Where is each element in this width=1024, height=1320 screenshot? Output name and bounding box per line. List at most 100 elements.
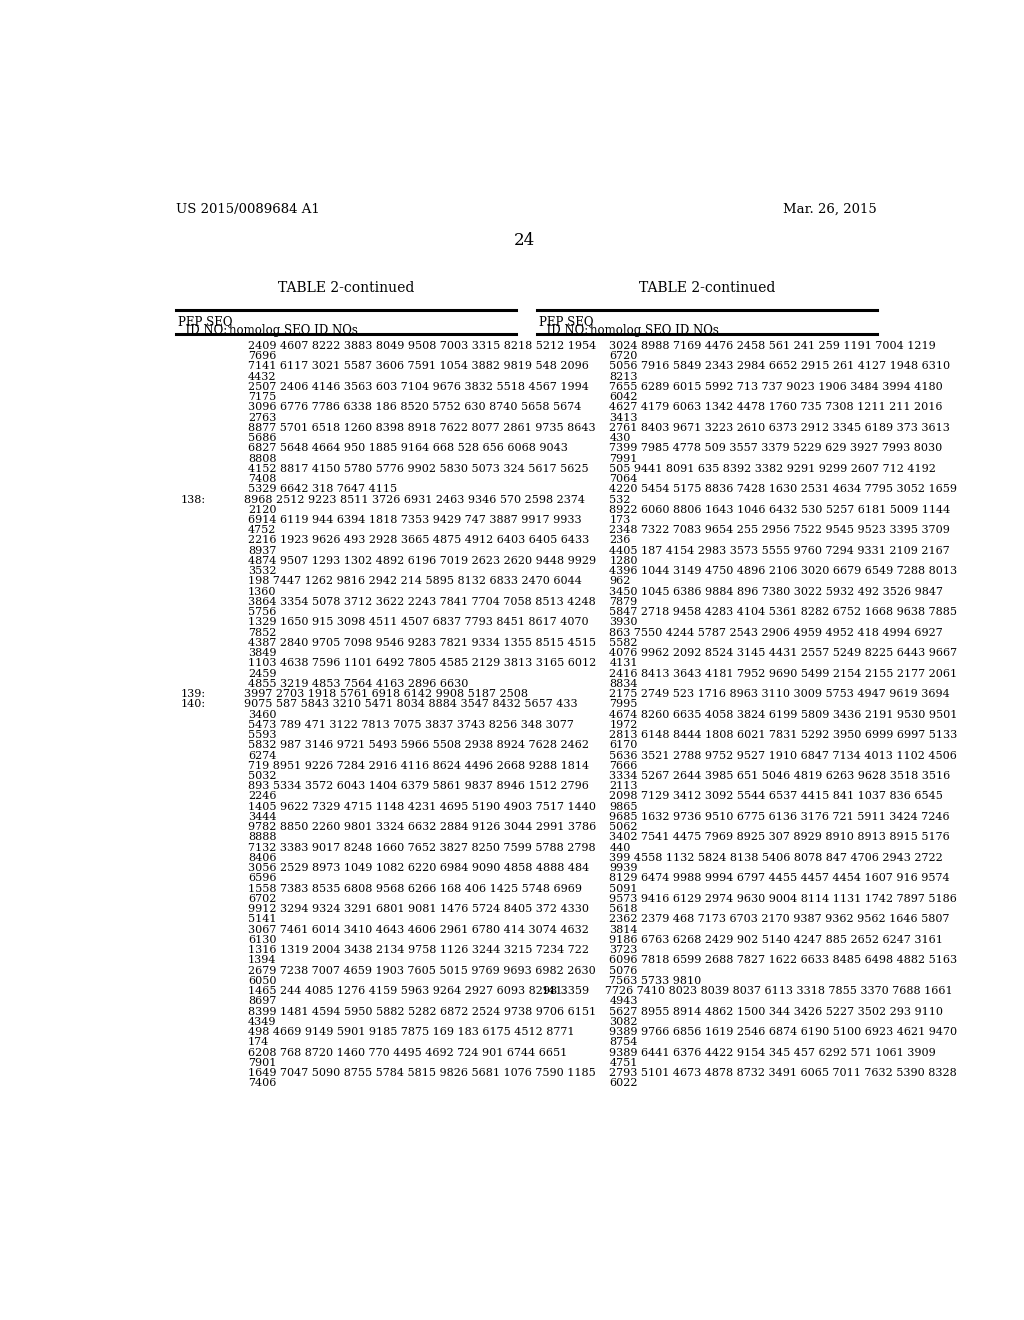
Text: 962: 962 — [609, 577, 631, 586]
Text: 6170: 6170 — [609, 741, 638, 750]
Text: 7666: 7666 — [609, 760, 638, 771]
Text: US 2015/0089684 A1: US 2015/0089684 A1 — [176, 203, 319, 216]
Text: 24: 24 — [514, 231, 536, 248]
Text: 863 7550 4244 5787 2543 2906 4959 4952 418 4994 6927: 863 7550 4244 5787 2543 2906 4959 4952 4… — [609, 627, 943, 638]
Text: ID NO:: ID NO: — [177, 323, 227, 337]
Text: 3723: 3723 — [609, 945, 638, 956]
Text: 2416 8413 3643 4181 7952 9690 5499 2154 2155 2177 2061: 2416 8413 3643 4181 7952 9690 5499 2154 … — [609, 669, 957, 678]
Text: 4855 3219 4853 7564 4163 2896 6630: 4855 3219 4853 7564 4163 2896 6630 — [248, 678, 469, 689]
Text: 5141: 5141 — [248, 915, 276, 924]
Text: 8937: 8937 — [248, 545, 276, 556]
Text: 1280: 1280 — [609, 556, 638, 566]
Text: 9075 587 5843 3210 5471 8034 8884 3547 8432 5657 433: 9075 587 5843 3210 5471 8034 8884 3547 8… — [245, 700, 578, 709]
Text: 4131: 4131 — [609, 659, 638, 668]
Text: ID NO:: ID NO: — [539, 323, 588, 337]
Text: TABLE 2-continued: TABLE 2-continued — [639, 281, 775, 296]
Text: 2348 7322 7083 9654 255 2956 7522 9545 9523 3395 3709: 2348 7322 7083 9654 255 2956 7522 9545 9… — [609, 525, 950, 535]
Text: 6050: 6050 — [248, 975, 276, 986]
Text: 1972: 1972 — [609, 719, 638, 730]
Text: 174: 174 — [248, 1038, 269, 1047]
Text: 2679 7238 7007 4659 1903 7605 5015 9769 9693 6982 2630: 2679 7238 7007 4659 1903 7605 5015 9769 … — [248, 966, 596, 975]
Text: 4387 2840 9705 7098 9546 9283 7821 9334 1355 8515 4515: 4387 2840 9705 7098 9546 9283 7821 9334 … — [248, 638, 596, 648]
Text: 5582: 5582 — [609, 638, 638, 648]
Text: 2459: 2459 — [248, 669, 276, 678]
Text: 236: 236 — [609, 536, 631, 545]
Text: 6096 7818 6599 2688 7827 1622 6633 8485 6498 4882 5163: 6096 7818 6599 2688 7827 1622 6633 8485 … — [609, 956, 957, 965]
Text: 6914 6119 944 6394 1818 7353 9429 747 3887 9917 9933: 6914 6119 944 6394 1818 7353 9429 747 38… — [248, 515, 582, 525]
Text: 1649 7047 5090 8755 5784 5815 9826 5681 1076 7590 1185: 1649 7047 5090 8755 5784 5815 9826 5681 … — [248, 1068, 596, 1078]
Text: 8754: 8754 — [609, 1038, 638, 1047]
Text: PEP SEQ: PEP SEQ — [539, 314, 593, 327]
Text: 6827 5648 4664 950 1885 9164 668 528 656 6068 9043: 6827 5648 4664 950 1885 9164 668 528 656… — [248, 444, 568, 453]
Text: 4432: 4432 — [248, 372, 276, 381]
Text: 2763: 2763 — [248, 413, 276, 422]
Text: 7141 6117 3021 5587 3606 7591 1054 3882 9819 548 2096: 7141 6117 3021 5587 3606 7591 1054 3882 … — [248, 362, 589, 371]
Text: 1103 4638 7596 1101 6492 7805 4585 2129 3813 3165 6012: 1103 4638 7596 1101 6492 7805 4585 2129 … — [248, 659, 596, 668]
Text: 2793 5101 4673 4878 8732 3491 6065 7011 7632 5390 8328: 2793 5101 4673 4878 8732 3491 6065 7011 … — [609, 1068, 957, 1078]
Text: 198 7447 1262 9816 2942 214 5895 8132 6833 2470 6044: 198 7447 1262 9816 2942 214 5895 8132 68… — [248, 577, 582, 586]
Text: 498 4669 9149 5901 9185 7875 169 183 6175 4512 8771: 498 4669 9149 5901 9185 7875 169 183 617… — [248, 1027, 574, 1038]
Text: 3814: 3814 — [609, 924, 638, 935]
Text: 8697: 8697 — [248, 997, 276, 1006]
Text: 430: 430 — [609, 433, 631, 444]
Text: 3930: 3930 — [609, 618, 638, 627]
Text: 2507 2406 4146 3563 603 7104 9676 3832 5518 4567 1994: 2507 2406 4146 3563 603 7104 9676 3832 5… — [248, 381, 589, 392]
Text: 141:: 141: — [542, 986, 567, 997]
Text: Mar. 26, 2015: Mar. 26, 2015 — [783, 203, 877, 216]
Text: 4220 5454 5175 8836 7428 1630 2531 4634 7795 3052 1659: 4220 5454 5175 8836 7428 1630 2531 4634 … — [609, 484, 957, 494]
Text: homolog SEQ ID NOs: homolog SEQ ID NOs — [228, 323, 357, 337]
Text: 2175 2749 523 1716 8963 3110 3009 5753 4947 9619 3694: 2175 2749 523 1716 8963 3110 3009 5753 4… — [609, 689, 950, 700]
Text: 719 8951 9226 7284 2916 4116 8624 4496 2668 9288 1814: 719 8951 9226 7284 2916 4116 8624 4496 2… — [248, 760, 589, 771]
Text: 3864 3354 5078 3712 3622 2243 7841 7704 7058 8513 4248: 3864 3354 5078 3712 3622 2243 7841 7704 … — [248, 597, 596, 607]
Text: 3444: 3444 — [248, 812, 276, 822]
Text: 2246: 2246 — [248, 792, 276, 801]
Text: 140:: 140: — [180, 700, 206, 709]
Text: 7879: 7879 — [609, 597, 638, 607]
Text: 5627 8955 8914 4862 1500 344 3426 5227 3502 293 9110: 5627 8955 8914 4862 1500 344 3426 5227 3… — [609, 1007, 943, 1016]
Text: 5062: 5062 — [609, 822, 638, 832]
Text: 4405 187 4154 2983 3573 5555 9760 7294 9331 2109 2167: 4405 187 4154 2983 3573 5555 9760 7294 9… — [609, 545, 950, 556]
Text: 2098 7129 3412 3092 5544 6537 4415 841 1037 836 6545: 2098 7129 3412 3092 5544 6537 4415 841 1… — [609, 792, 943, 801]
Text: 7991: 7991 — [609, 454, 638, 463]
Text: 1394: 1394 — [248, 956, 276, 965]
Text: 9573 9416 6129 2974 9630 9004 8114 1131 1742 7897 5186: 9573 9416 6129 2974 9630 9004 8114 1131 … — [609, 894, 957, 904]
Text: 3849: 3849 — [248, 648, 276, 659]
Text: 3067 7461 6014 3410 4643 4606 2961 6780 414 3074 4632: 3067 7461 6014 3410 4643 4606 2961 6780 … — [248, 924, 589, 935]
Text: 4627 4179 6063 1342 4478 1760 735 7308 1211 211 2016: 4627 4179 6063 1342 4478 1760 735 7308 1… — [609, 403, 943, 412]
Text: 7852: 7852 — [248, 627, 276, 638]
Text: PEP SEQ: PEP SEQ — [177, 314, 232, 327]
Text: 6274: 6274 — [248, 751, 276, 760]
Text: 3334 5267 2644 3985 651 5046 4819 6263 9628 3518 3516: 3334 5267 2644 3985 651 5046 4819 6263 9… — [609, 771, 950, 781]
Text: 2216 1923 9626 493 2928 3665 4875 4912 6403 6405 6433: 2216 1923 9626 493 2928 3665 4875 4912 6… — [248, 536, 590, 545]
Text: 5032: 5032 — [248, 771, 276, 781]
Text: 5056 7916 5849 2343 2984 6652 2915 261 4127 1948 6310: 5056 7916 5849 2343 2984 6652 2915 261 4… — [609, 362, 950, 371]
Text: 2120: 2120 — [248, 504, 276, 515]
Text: 2761 8403 9671 3223 2610 6373 2912 3345 6189 373 3613: 2761 8403 9671 3223 2610 6373 2912 3345 … — [609, 422, 950, 433]
Text: 8968 2512 9223 8511 3726 6931 2463 9346 570 2598 2374: 8968 2512 9223 8511 3726 6931 2463 9346 … — [245, 495, 586, 504]
Text: 9186 6763 6268 2429 902 5140 4247 885 2652 6247 3161: 9186 6763 6268 2429 902 5140 4247 885 26… — [609, 935, 943, 945]
Text: 7655 6289 6015 5992 713 737 9023 1906 3484 3994 4180: 7655 6289 6015 5992 713 737 9023 1906 34… — [609, 381, 943, 392]
Text: 4752: 4752 — [248, 525, 276, 535]
Text: 8399 1481 4594 5950 5882 5282 6872 2524 9738 9706 6151: 8399 1481 4594 5950 5882 5282 6872 2524 … — [248, 1007, 596, 1016]
Text: 7563 5733 9810: 7563 5733 9810 — [609, 975, 701, 986]
Text: 3460: 3460 — [248, 710, 276, 719]
Text: 6042: 6042 — [609, 392, 638, 403]
Text: 3450 1045 6386 9884 896 7380 3022 5932 492 3526 9847: 3450 1045 6386 9884 896 7380 3022 5932 4… — [609, 586, 943, 597]
Text: 4751: 4751 — [609, 1057, 638, 1068]
Text: 2813 6148 8444 1808 6021 7831 5292 3950 6999 6997 5133: 2813 6148 8444 1808 6021 7831 5292 3950 … — [609, 730, 957, 741]
Text: 173: 173 — [609, 515, 631, 525]
Text: 9389 6441 6376 4422 9154 345 457 6292 571 1061 3909: 9389 6441 6376 4422 9154 345 457 6292 57… — [609, 1048, 936, 1057]
Text: 4396 1044 3149 4750 4896 2106 3020 6679 6549 7288 8013: 4396 1044 3149 4750 4896 2106 3020 6679 … — [609, 566, 957, 577]
Text: 9685 1632 9736 9510 6775 6136 3176 721 5911 3424 7246: 9685 1632 9736 9510 6775 6136 3176 721 5… — [609, 812, 950, 822]
Text: 5832 987 3146 9721 5493 5966 5508 2938 8924 7628 2462: 5832 987 3146 9721 5493 5966 5508 2938 8… — [248, 741, 589, 750]
Text: 5329 6642 318 7647 4115: 5329 6642 318 7647 4115 — [248, 484, 397, 494]
Text: 5618: 5618 — [609, 904, 638, 915]
Text: 3082: 3082 — [609, 1016, 638, 1027]
Text: 9939: 9939 — [609, 863, 638, 874]
Text: 440: 440 — [609, 842, 631, 853]
Text: 7406: 7406 — [248, 1078, 276, 1088]
Text: 9389 9766 6856 1619 2546 6874 6190 5100 6923 4621 9470: 9389 9766 6856 1619 2546 6874 6190 5100 … — [609, 1027, 957, 1038]
Text: 4874 9507 1293 1302 4892 6196 7019 2623 2620 9448 9929: 4874 9507 1293 1302 4892 6196 7019 2623 … — [248, 556, 596, 566]
Text: 9782 8850 2260 9801 3324 6632 2884 9126 3044 2991 3786: 9782 8850 2260 9801 3324 6632 2884 9126 … — [248, 822, 596, 832]
Text: 3413: 3413 — [609, 413, 638, 422]
